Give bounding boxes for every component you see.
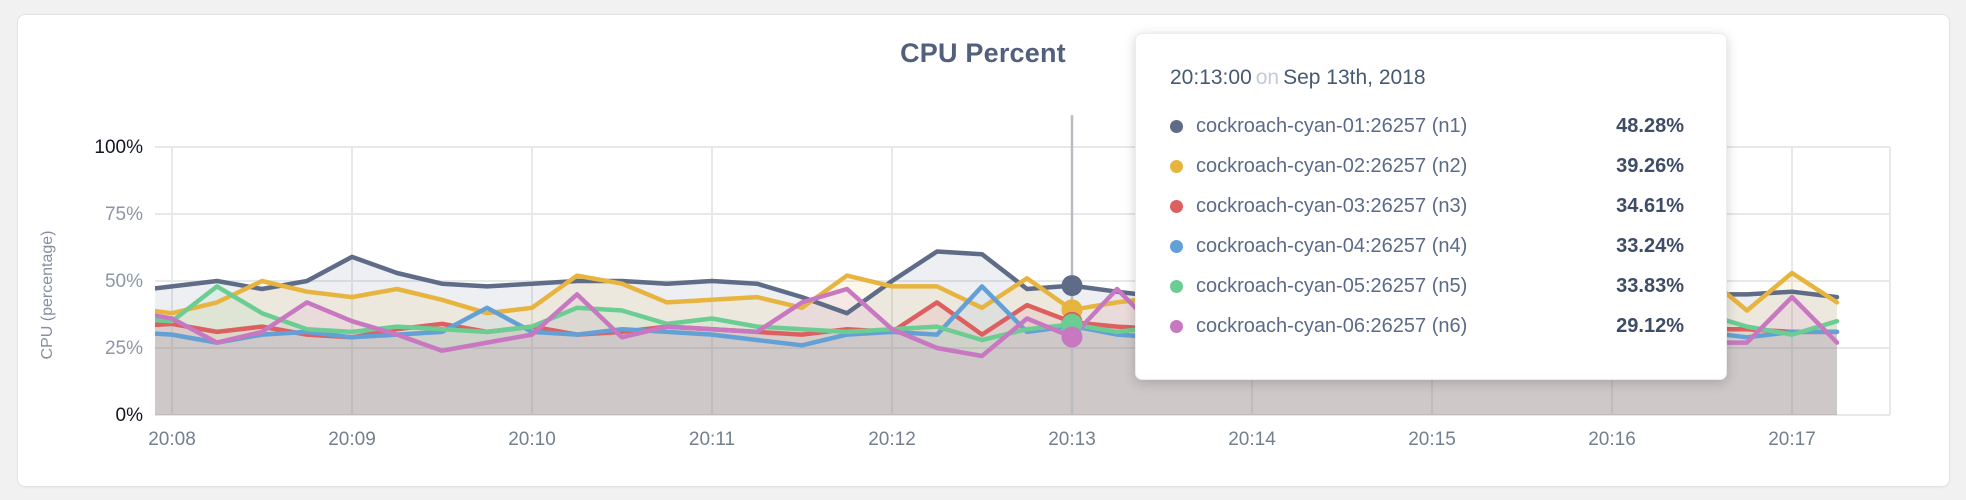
y-tick-label-25%: 25% <box>105 338 143 359</box>
hover-dot-n1 <box>1061 275 1083 297</box>
series-name: cockroach-cyan-06:26257 (n6) <box>1196 314 1468 337</box>
series-name: cockroach-cyan-03:26257 (n3) <box>1196 194 1468 217</box>
hover-dot-n6 <box>1061 326 1083 348</box>
tooltip-series-row: cockroach-cyan-01:26257 (n1) 48.28% <box>1164 106 1698 146</box>
y-tick-label-100%: 100% <box>94 137 143 158</box>
hover-tooltip: 20:13:00 on Sep 13th, 2018 cockroach-cyan-… <box>1135 33 1727 380</box>
tooltip-timestamp: 20:13:00 on Sep 13th, 2018 <box>1170 66 1698 90</box>
y-tick-label-75%: 75% <box>105 204 143 225</box>
x-tick-label-20:10: 20:10 <box>508 429 556 450</box>
tooltip-time: 20:13:00 <box>1170 66 1252 89</box>
tooltip-series-row: cockroach-cyan-05:26257 (n5) 33.83% <box>1164 266 1698 306</box>
series-name: cockroach-cyan-05:26257 (n5) <box>1196 274 1468 297</box>
x-tick-label-20:09: 20:09 <box>328 429 376 450</box>
x-tick-label-20:12: 20:12 <box>868 429 916 450</box>
series-color-dot-n6 <box>1170 319 1183 333</box>
x-tick-label-20:11: 20:11 <box>689 429 735 450</box>
series-color-dot-n1 <box>1170 119 1183 133</box>
series-area-n4 <box>155 286 1837 415</box>
series-color-dot-n3 <box>1170 199 1183 213</box>
tooltip-series-list: cockroach-cyan-01:26257 (n1) 48.28% cockro… <box>1164 106 1698 346</box>
series-name: cockroach-cyan-02:26257 (n2) <box>1196 154 1468 177</box>
series-value: 39.26% <box>1616 154 1684 177</box>
tooltip-on-word: on <box>1255 66 1280 89</box>
series-value: 33.24% <box>1616 234 1684 257</box>
tooltip-series-row: cockroach-cyan-04:26257 (n4) 33.24% <box>1164 226 1698 266</box>
x-tick-label-20:16: 20:16 <box>1588 429 1636 450</box>
x-tick-label-20:17: 20:17 <box>1768 429 1816 450</box>
chart-title: CPU Percent <box>900 38 1066 68</box>
series-color-dot-n2 <box>1170 159 1183 173</box>
series-value: 34.61% <box>1616 194 1684 217</box>
series-name: cockroach-cyan-04:26257 (n4) <box>1196 234 1468 257</box>
y-tick-label-0%: 0% <box>116 405 144 426</box>
series-area-n5 <box>155 286 1837 415</box>
tooltip-series-row: cockroach-cyan-06:26257 (n6) 29.12% <box>1164 306 1698 346</box>
tooltip-date: Sep 13th, 2018 <box>1283 66 1426 89</box>
x-tick-label-20:13: 20:13 <box>1048 429 1096 450</box>
series-area-n6 <box>155 289 1837 415</box>
series-value: 33.83% <box>1616 274 1684 297</box>
x-tick-label-20:08: 20:08 <box>148 429 196 450</box>
series-name: cockroach-cyan-01:26257 (n1) <box>1196 114 1468 137</box>
tooltip-series-row: cockroach-cyan-02:26257 (n2) 39.26% <box>1164 146 1698 186</box>
series-color-dot-n4 <box>1170 239 1183 253</box>
x-tick-label-20:15: 20:15 <box>1408 429 1456 450</box>
series-value: 29.12% <box>1616 314 1684 337</box>
y-tick-label-50%: 50% <box>105 271 143 292</box>
tooltip-series-row: cockroach-cyan-03:26257 (n3) 34.61% <box>1164 186 1698 226</box>
x-tick-label-20:14: 20:14 <box>1228 429 1276 450</box>
series-value: 48.28% <box>1616 114 1684 137</box>
series-color-dot-n5 <box>1170 279 1183 293</box>
